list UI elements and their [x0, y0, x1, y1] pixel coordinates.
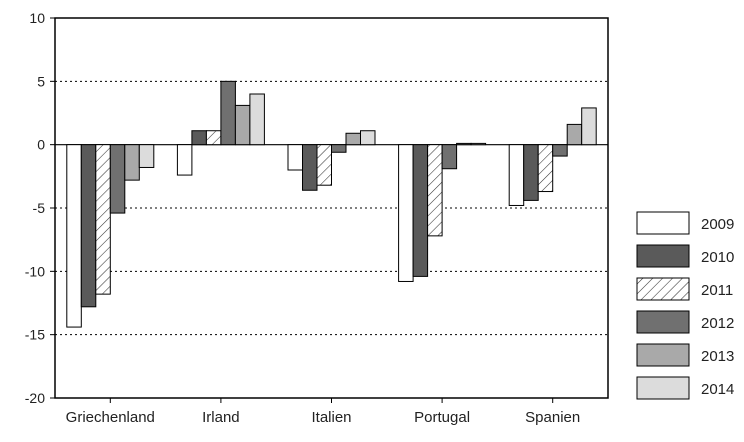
- category-label: Spanien: [525, 409, 580, 426]
- legend-label: 2011: [701, 282, 733, 299]
- gridlines: [55, 80, 608, 336]
- bars: [66, 80, 597, 328]
- legend-swatch-2009: [636, 211, 690, 235]
- bar-spanien-2010: [523, 144, 539, 201]
- bar-spanien-2011: [537, 144, 554, 193]
- legend-swatch-2014: [636, 376, 690, 400]
- bar-spanien-2014: [581, 107, 597, 146]
- bar-irland-2009: [176, 144, 193, 176]
- bar-griechenland-2013: [124, 144, 140, 181]
- bar-italien-2014: [360, 130, 376, 146]
- y-tick-label: -15: [25, 327, 45, 343]
- legend-label: 2010: [701, 249, 734, 266]
- legend-swatch-2013: [636, 343, 690, 367]
- y-tick-label: -20: [25, 390, 45, 406]
- bar-griechenland-2012: [109, 144, 126, 214]
- bar-irland-2014: [249, 93, 265, 146]
- y-tick-label: -5: [33, 200, 46, 216]
- y-tick-label: 0: [37, 137, 45, 153]
- bar-italien-2013: [345, 132, 361, 146]
- bar-griechenland-2010: [80, 144, 97, 308]
- bar-griechenland-2011: [95, 144, 111, 295]
- y-tick-label: 5: [37, 73, 45, 89]
- bar-portugal-2011: [427, 144, 443, 237]
- category-label: Griechenland: [66, 409, 155, 426]
- legend-label: 2012: [701, 315, 734, 332]
- y-axis: 10 5 0 -5 -10 -15 -20: [25, 10, 55, 406]
- bar-italien-2012: [331, 144, 347, 153]
- bar-spanien-2013: [566, 123, 583, 146]
- legend-swatch-2012: [636, 310, 690, 334]
- bar-irland-2011: [205, 130, 222, 146]
- bar-portugal-2014: [470, 142, 487, 146]
- legend-label: 2014: [701, 381, 734, 398]
- category-label: Portugal: [414, 409, 470, 426]
- legend-swatch-2010: [636, 244, 690, 268]
- category-label: Italien: [311, 409, 351, 426]
- bar-irland-2010: [191, 130, 207, 146]
- bar-griechenland-2009: [66, 144, 82, 328]
- bar-portugal-2012: [441, 144, 458, 170]
- bar-griechenland-2014: [138, 144, 155, 168]
- bar-irland-2013: [234, 104, 251, 146]
- legend-label: 2013: [701, 348, 734, 365]
- bar-spanien-2012: [552, 144, 568, 157]
- legend-swatch-2011: [636, 277, 690, 301]
- bar-italien-2009: [287, 144, 303, 171]
- bar-portugal-2009: [398, 144, 414, 282]
- legend-label: 2009: [701, 216, 734, 233]
- category-label: Irland: [202, 409, 240, 426]
- legend: 2009 2010 2011 2012 2013 2014: [636, 211, 734, 400]
- y-tick-label: -10: [25, 263, 45, 279]
- x-axis: Griechenland Irland Italien Portugal Spanien: [66, 398, 580, 426]
- bar-portugal-2010: [412, 144, 429, 277]
- bar-italien-2011: [316, 144, 332, 186]
- bar-spanien-2009: [508, 144, 525, 206]
- bar-irland-2012: [220, 80, 236, 146]
- y-tick-label: 10: [29, 10, 45, 26]
- bar-italien-2010: [302, 144, 318, 191]
- bar-portugal-2013: [456, 142, 472, 146]
